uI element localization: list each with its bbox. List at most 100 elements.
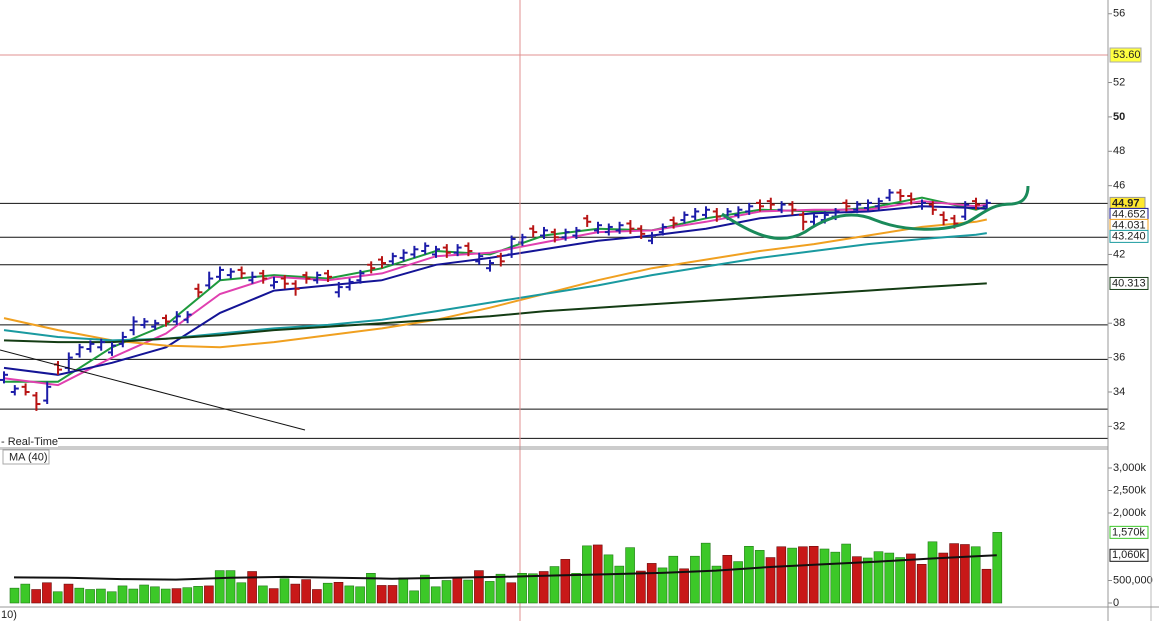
volume-bar [711,565,722,604]
volume-bar [430,586,441,604]
volume-ma-label: MA (40) [9,451,48,463]
moving-average [3,200,987,387]
volume-bar [63,583,74,604]
volume-bar [852,556,862,604]
volume-bar [679,568,689,604]
volume-bar [657,567,668,604]
moving-average [3,232,987,342]
volume-bar [841,543,851,604]
volume-bar [441,580,452,604]
volume-bar [204,585,214,604]
price-panel: 32 34 36 38 42 46 48 50 52 56 53.60 44.9744.65244.0… [0,8,1149,439]
volume-bar [808,545,819,604]
price-badge-label: 43.240 [1112,230,1146,242]
volume-badge-label: 1,060k [1112,549,1146,561]
volume-bar [160,588,171,604]
price-badge [1109,276,1149,290]
volume-bar [409,590,419,604]
y-tick-label: 50 [1113,111,1125,123]
y-tick-label: 500,000 [1113,574,1153,586]
volume-bar [690,555,700,604]
volume-bar [247,571,257,604]
volume-bar [387,585,398,604]
y-tick-label: 36 [1113,352,1125,364]
volume-bar [862,557,873,604]
volume-bar [344,585,355,604]
y-tick-label: 32 [1113,420,1125,432]
volume-bar [916,563,927,604]
volume-bar [279,578,290,604]
volume-bar [614,565,625,604]
y-tick-label: 38 [1113,317,1125,329]
volume-bar [517,572,527,604]
volume-bar [895,557,905,604]
price-badge-label: 40.313 [1112,277,1146,289]
volume-bar [787,547,797,604]
label-box [0,437,58,447]
volume-bar [765,557,776,604]
volume-badge [1109,548,1149,562]
volume-bar [744,545,754,604]
volume-bar [571,572,581,604]
volume-badge [1109,525,1149,539]
volume-bar [268,588,279,604]
volume-bar [625,547,635,604]
volume-bar [150,586,160,604]
volume-bar [322,582,333,604]
volume-bar [139,584,149,604]
volume-bar [970,546,981,604]
volume-bar [484,581,495,604]
volume-bar [776,546,787,604]
volume-bar [290,583,301,604]
volume-bar [722,554,733,604]
volume-bar [960,544,970,604]
y-tick-label: 0 [1113,597,1119,609]
volume-bar [538,571,549,604]
moving-average [3,205,987,376]
volume-bar [376,585,387,604]
drawn-projection [721,185,1030,240]
volume-bar [355,586,365,604]
volume-bar [733,561,743,604]
volume-bar [906,553,916,604]
realtime-label: - Real-Time [1,436,58,448]
y-tick-label: 52 [1113,76,1125,88]
crosshair-label: 53.60 [1113,49,1141,61]
volume-bar [938,552,949,604]
volume-bar [398,577,409,604]
volume-bar [96,588,106,604]
price-badge-label: 44.031 [1112,219,1146,231]
volume-bar [9,587,20,604]
price-badge [1109,229,1149,243]
volume-bar [646,563,657,604]
volume-bar [528,573,538,604]
volume-bar [668,555,679,604]
volume-bar [366,572,376,604]
volume-bar [31,589,41,604]
volume-bar [884,552,895,604]
volume-bar [981,568,992,604]
volume-bar [754,550,765,604]
volume-bar [117,585,128,604]
volume-bar [949,543,959,604]
volume-bar [225,570,236,604]
volume-bar [452,577,463,604]
volume-bar [171,588,182,604]
label-box [2,449,50,465]
volume-bar [603,554,614,604]
volume-bar [85,589,95,604]
y-tick-label: 2,500k [1113,484,1147,496]
volume-bar [301,579,311,604]
y-tick-label: 3,000k [1113,462,1147,474]
volume-panel: 0 500,000 2,000k 2,500k 3,000k 1,060k 1,570k [9,462,1153,609]
price-badge-label: 44.652 [1112,208,1146,220]
time-label: 10) [1,609,17,621]
volume-bar [700,542,711,604]
volume-bar [463,579,473,604]
volume-bar [193,586,203,604]
volume-bar [560,559,571,604]
moving-average [3,282,987,344]
volume-bar [42,582,52,604]
volume-ma [13,554,997,581]
volume-bar [873,551,884,604]
